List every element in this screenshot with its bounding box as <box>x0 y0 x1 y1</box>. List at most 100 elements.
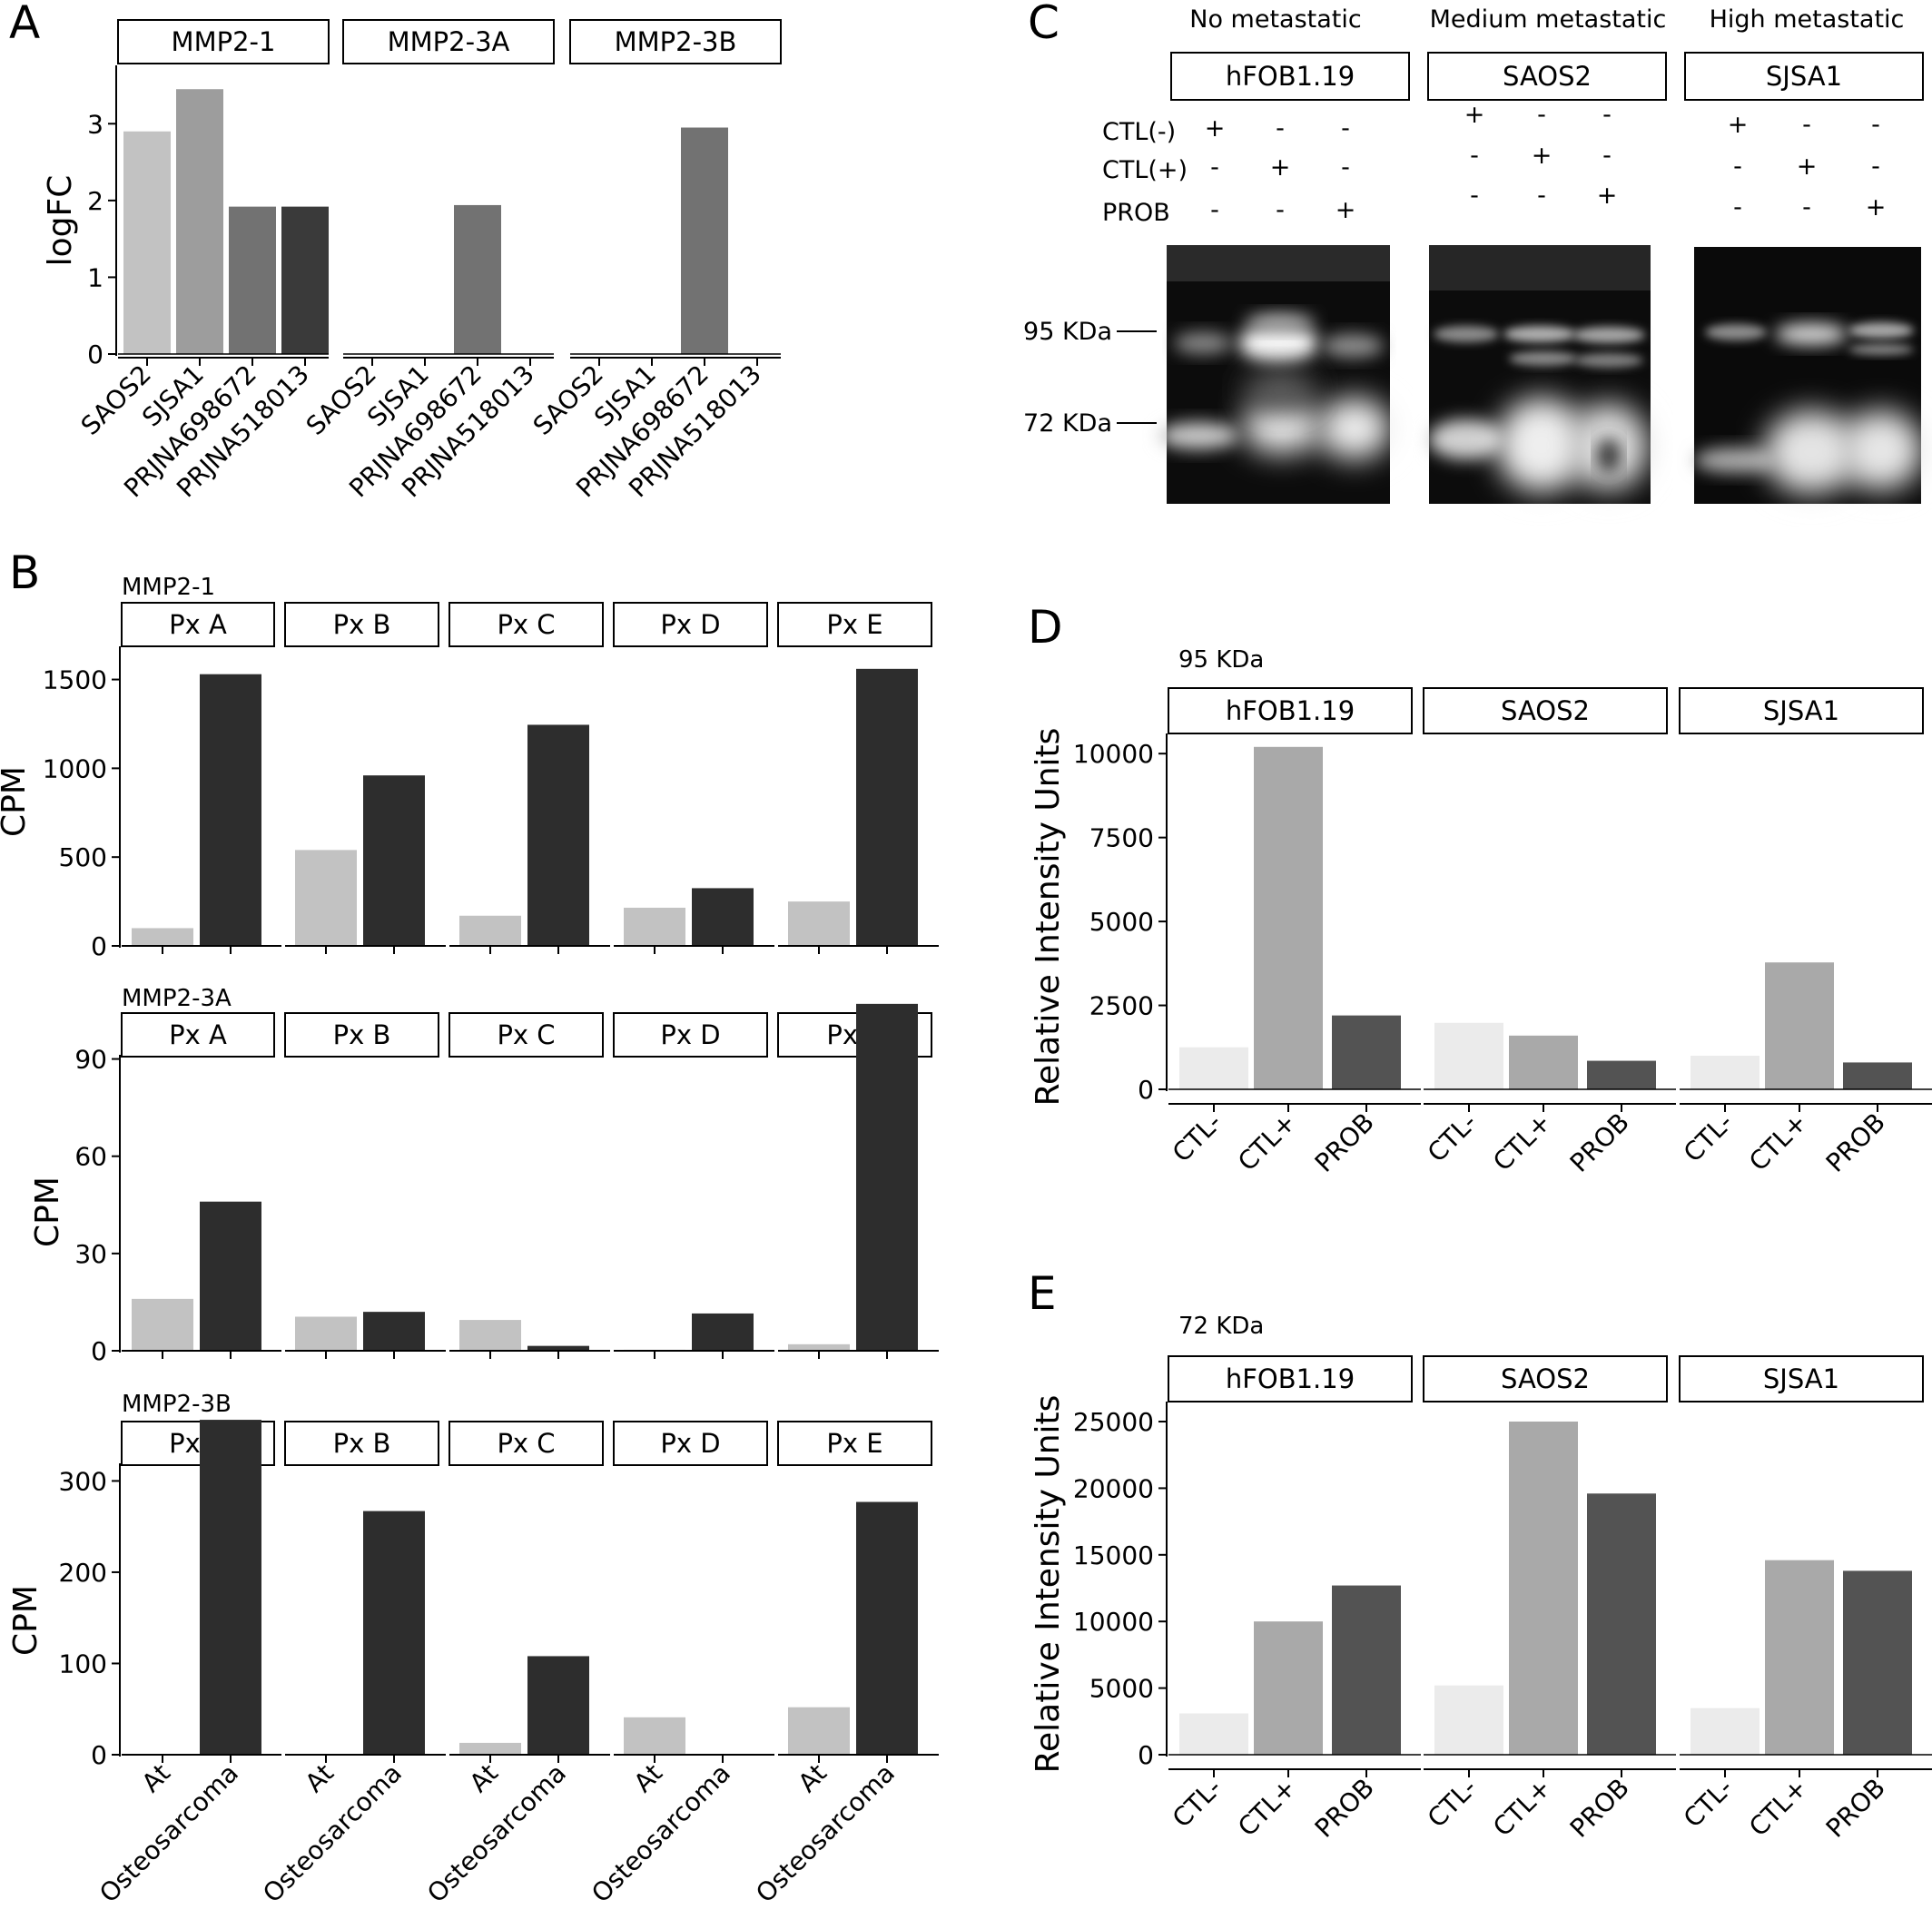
panel-d-xtick-label: CTL+ <box>1487 1107 1557 1177</box>
panel-b-row3-bar <box>363 1511 425 1755</box>
panel-a-bar <box>176 89 223 354</box>
panel-e-strip-label: SAOS2 <box>1501 1363 1590 1394</box>
panel-d-bar <box>1434 1022 1503 1089</box>
panel-b-row2-bar <box>295 1316 357 1351</box>
blot-sign: - <box>1802 111 1811 139</box>
panel-a-strip-label: MMP2-1 <box>172 26 276 57</box>
panel-b-row1-strip-label: Px E <box>826 609 882 640</box>
blot-cell-box-2 <box>1427 52 1667 101</box>
panel-e-xtick-label: PROB <box>1564 1773 1635 1844</box>
panel-letter-b: B <box>9 546 40 599</box>
panel-e-strip-box <box>1423 1355 1668 1402</box>
panel-e-bar <box>1509 1422 1578 1755</box>
panel-b-row3-strip-label: Px E <box>826 1428 882 1459</box>
panel-b-row2-bar <box>363 1312 425 1351</box>
blot-sign: - <box>1871 111 1880 139</box>
panel-e-strip-label: hFOB1.19 <box>1226 1363 1355 1394</box>
panel-letter-c: C <box>1028 0 1060 49</box>
gel-image-1 <box>1158 245 1391 504</box>
panel-b-row1-strip-label: Px A <box>169 609 227 640</box>
blot-marker-95: 95 KDa <box>1023 318 1112 346</box>
panel-d-bar <box>1587 1060 1656 1089</box>
blot-cell-label-3: SJSA1 <box>1766 61 1842 92</box>
panel-b-row3-ytick-label: 100 <box>59 1649 107 1678</box>
panel-a-bar <box>123 131 171 354</box>
panel-d-ytick-label: 10000 <box>1073 739 1154 769</box>
blot-sign: - <box>1802 193 1811 221</box>
blot-row-label-prob: PROB <box>1102 199 1170 227</box>
panel-b-row2-ytick-label: 90 <box>74 1045 107 1075</box>
gel-image-2 <box>1428 245 1651 504</box>
panel-d-strip-box <box>1423 687 1668 734</box>
panel-d-title: 95 KDa <box>1178 646 1264 674</box>
blot-sign: - <box>1602 142 1612 170</box>
blot-sign: - <box>1733 153 1742 181</box>
panel-b-row2-ylabel: CPM <box>29 1176 66 1247</box>
panel-b-row3-xtick-label: At <box>136 1758 176 1798</box>
panel-e-strip-label: SJSA1 <box>1763 1363 1839 1394</box>
panel-d-xtick-label: CTL- <box>1678 1107 1739 1168</box>
panel-d-xtick-label: PROB <box>1820 1107 1891 1178</box>
panel-a-strip-box <box>569 19 782 64</box>
panel-e-xtick-label: CTL- <box>1678 1773 1739 1834</box>
panel-b-row1-strip-box <box>448 602 604 647</box>
panel-b-row2-bar <box>527 1345 589 1351</box>
panel-b-row2-bar <box>692 1313 754 1351</box>
panel-e-xtick-label: CTL+ <box>1487 1773 1557 1843</box>
panel-b-row1-bar <box>788 901 850 946</box>
panel-d-strip-label: SJSA1 <box>1763 695 1839 726</box>
panel-a-ytick-label: 3 <box>87 109 104 139</box>
panel-b-row3-xtick-label: At <box>300 1758 340 1798</box>
panel-e-bar <box>1332 1585 1401 1755</box>
panel-e-ytick-label: 10000 <box>1073 1607 1154 1637</box>
blot-sign: + <box>1866 193 1887 221</box>
blot-sign: - <box>1276 114 1285 143</box>
panel-b-row3-xtick-label: At <box>464 1758 504 1798</box>
panel-b-row3-bar <box>527 1656 589 1755</box>
panel-e-ytick-label: 15000 <box>1073 1540 1154 1570</box>
panel-b-row1-bar <box>295 850 357 946</box>
panel-d-xtick-label: PROB <box>1564 1107 1635 1178</box>
panel-b-row1-bar <box>527 724 589 946</box>
blot-cell-label-2: SAOS2 <box>1503 61 1592 92</box>
panel-e-xtick-label: PROB <box>1309 1773 1380 1844</box>
panel-b-row1-bar <box>200 674 261 946</box>
panel-a-chart: logFC 0123MMP2-1SAOS2SJSA1PRJNA698672PRJ… <box>42 19 782 503</box>
blot-sign: + <box>1464 101 1485 129</box>
blot-sign: + <box>1532 142 1552 170</box>
panel-d-ytick-label: 2500 <box>1089 991 1154 1021</box>
panel-a-bar <box>281 206 329 354</box>
blot-group-title-3: High metastatic <box>1710 5 1905 34</box>
panel-b-row3-ytick-label: 200 <box>59 1558 107 1588</box>
panel-b-row2-bar <box>459 1320 521 1351</box>
panel-b-row3-title: MMP2-3B <box>122 1391 232 1418</box>
panel-d-xtick-label: CTL+ <box>1232 1107 1302 1177</box>
blot-sign: - <box>1470 142 1479 170</box>
panel-b-row3-strip-box <box>777 1421 932 1466</box>
panel-e-xtick-label: CTL- <box>1422 1773 1483 1834</box>
panel-a-bar <box>681 127 728 354</box>
blot-sign: + <box>1728 111 1749 139</box>
blot-group-title-2: Medium metastatic <box>1430 5 1667 34</box>
panel-d-bar <box>1179 1047 1248 1089</box>
panel-b-row3-strip-label: Px D <box>660 1428 720 1459</box>
panel-b-row3-strip-label: Px B <box>333 1428 391 1459</box>
panel-b-row3-bar <box>788 1707 850 1755</box>
blot-sign: + <box>1205 114 1226 143</box>
panel-e-strip-box <box>1679 1355 1924 1402</box>
panel-e-bar <box>1587 1493 1656 1755</box>
panel-d-ytick-label: 7500 <box>1089 823 1154 853</box>
panel-e-title: 72 KDa <box>1178 1313 1264 1340</box>
panel-e-ylabel: Relative Intensity Units <box>1030 1395 1067 1774</box>
panel-b-row1-bar <box>459 915 521 946</box>
panel-b-row3-ytick-label: 300 <box>59 1466 107 1496</box>
panel-b-row3-bar <box>856 1501 918 1755</box>
panel-a-strip-box <box>117 19 330 64</box>
panel-d-bar <box>1690 1056 1760 1089</box>
panel-b-row2-strip-box <box>613 1012 768 1058</box>
panel-e-bar <box>1690 1708 1760 1755</box>
panel-b-row3-strip-box <box>613 1421 768 1466</box>
panel-b-row1-strip-label: Px B <box>333 609 391 640</box>
